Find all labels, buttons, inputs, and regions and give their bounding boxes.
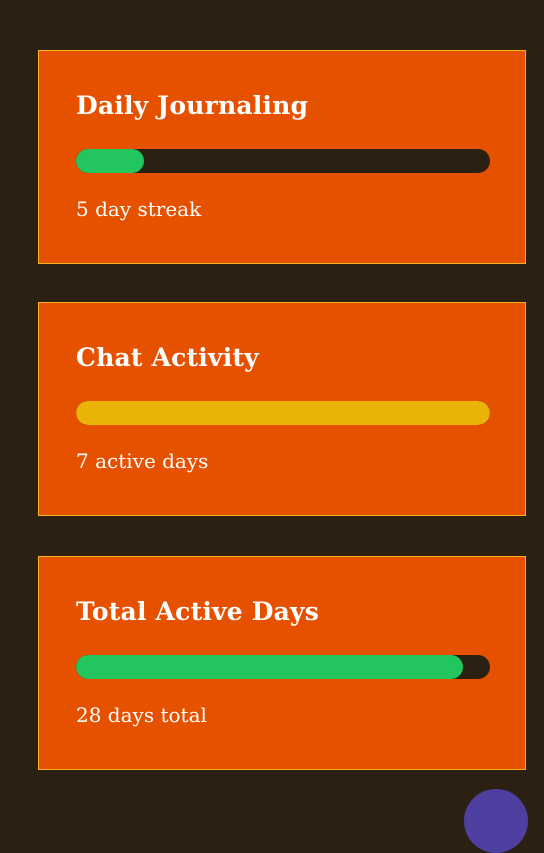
active-days-text: 7 active days [76,449,209,473]
card-title: Daily Journaling [76,91,309,120]
progress-fill [76,655,464,679]
total-active-days-card: Total Active Days 28 days total [38,556,526,770]
daily-journaling-card: Daily Journaling 5 day streak [38,50,526,264]
card-title: Chat Activity [76,343,259,372]
avatar[interactable] [464,789,528,853]
progress-fill [76,149,145,173]
progress-bar [76,401,490,425]
total-days-text: 28 days total [76,703,207,727]
progress-fill [76,401,490,425]
card-title: Total Active Days [76,597,320,626]
progress-bar [76,149,490,173]
progress-bar [76,655,490,679]
chat-activity-card: Chat Activity 7 active days [38,302,526,516]
streak-text: 5 day streak [76,197,202,221]
